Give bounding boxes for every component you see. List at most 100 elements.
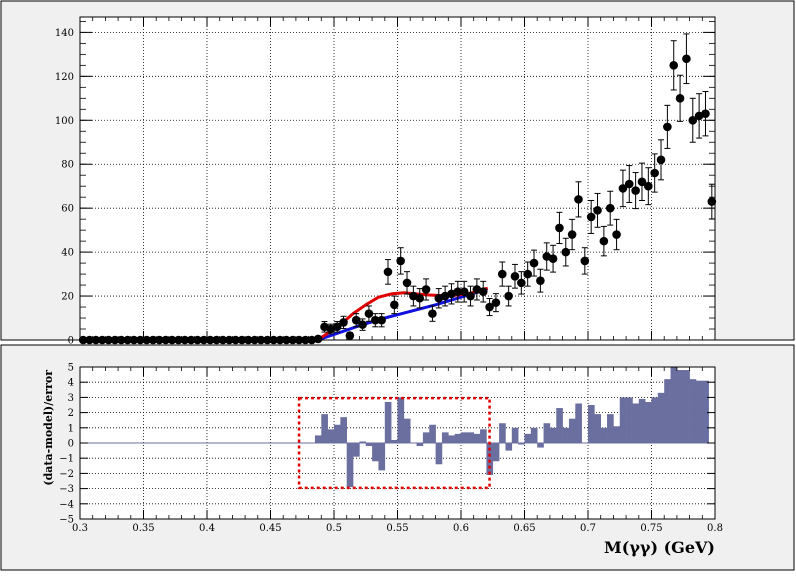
data-point <box>491 298 501 307</box>
residual-bar <box>492 443 500 462</box>
data-point <box>593 206 602 215</box>
data-point <box>675 93 685 103</box>
residual-bar <box>575 403 582 443</box>
bottom-x-tick-label: 0.55 <box>386 523 408 534</box>
data-point <box>383 267 393 277</box>
data-point <box>644 181 653 191</box>
residual-bar <box>549 427 557 443</box>
bottom-y-tick-label: 2 <box>68 408 74 419</box>
data-point <box>339 318 348 327</box>
bottom-y-tick-label: −4 <box>59 499 74 510</box>
bottom-y-axis: −5 −4 −3 −2 −1 0 1 2 3 4 5 <box>59 363 715 526</box>
residual-bar <box>505 443 513 451</box>
data-point <box>428 309 437 318</box>
residual-bar <box>518 443 525 445</box>
data-point <box>637 177 647 187</box>
residual-bar <box>340 417 347 443</box>
data-point <box>402 278 412 288</box>
bottom-x-tick-label: 0.4 <box>199 523 215 534</box>
data-point <box>574 195 583 204</box>
bottom-y-tick-label: 3 <box>68 393 74 404</box>
residual-bar <box>372 443 379 462</box>
data-point <box>485 302 494 312</box>
bottom-y-tick-label: 0 <box>68 439 74 450</box>
residual-bar <box>353 443 360 457</box>
data-point <box>313 334 323 344</box>
y-axis-title: (data-model)/error <box>42 370 55 486</box>
residual-bar <box>359 441 367 443</box>
residual-bar <box>391 439 398 443</box>
data-point <box>523 269 532 279</box>
residual-bar <box>499 423 506 443</box>
residual-bar <box>664 379 671 443</box>
top-plot-background <box>80 17 715 340</box>
residual-bar <box>632 403 640 443</box>
top-plot-frame <box>79 16 716 341</box>
data-point <box>459 287 469 296</box>
residual-bar <box>403 418 411 443</box>
top-y-tick-label: 100 <box>55 116 74 127</box>
data-point <box>345 331 355 340</box>
residual-bar <box>613 426 621 443</box>
residual-bar <box>448 435 455 443</box>
data-point <box>688 115 698 125</box>
bottom-x-tick-label: 0.65 <box>513 523 535 534</box>
data-point <box>453 287 463 296</box>
residual-bar <box>441 432 449 443</box>
data-point <box>364 309 374 318</box>
bottom-x-tick-label: 0.45 <box>259 523 281 534</box>
bottom-x-tick-label: 0.75 <box>640 523 662 534</box>
residual-bar <box>562 427 570 443</box>
residual-bar <box>588 405 595 443</box>
data-point <box>421 285 431 294</box>
residual-bar <box>473 433 481 443</box>
bottom-y-tick-label: 1 <box>68 423 74 434</box>
residual-bar <box>568 418 576 443</box>
residual-bar <box>651 397 659 443</box>
highlight-box <box>297 396 491 490</box>
bottom-x-tick-label: 0.6 <box>453 523 469 534</box>
bottom-y-tick-label: −1 <box>59 454 74 465</box>
data-point <box>497 269 507 279</box>
top-y-tick-label: 140 <box>55 28 74 39</box>
data-point <box>624 179 634 189</box>
data-point <box>669 61 679 70</box>
residual-bar <box>626 397 633 443</box>
top-plot-area: 0 20 40 60 80 100 120 140 <box>55 16 717 347</box>
residual-bar <box>416 443 424 447</box>
top-y-tick-label: 60 <box>61 204 74 215</box>
data-point <box>510 271 520 281</box>
data-point <box>612 230 621 239</box>
data-point <box>656 155 666 165</box>
bottom-x-axis: 0.3 0.35 0.4 0.45 0.5 0.55 0.6 0.65 0.7 0.75 0.8 <box>72 367 723 534</box>
top-y-tick-label: 120 <box>55 72 74 83</box>
residual-bar <box>524 433 532 443</box>
residual-bar <box>594 414 601 443</box>
bottom-x-tick-label: 0.3 <box>72 523 88 534</box>
data-point <box>707 197 717 206</box>
data-point <box>701 109 710 118</box>
residual-bar <box>486 443 494 475</box>
residual-bar <box>645 401 652 443</box>
residual-bar <box>454 433 462 443</box>
data-point <box>370 315 380 325</box>
data-point <box>466 291 475 301</box>
data-point <box>618 184 628 193</box>
residual-bar <box>607 414 614 443</box>
residual-bar <box>378 443 386 471</box>
data-point <box>415 293 425 303</box>
data-point <box>548 254 558 264</box>
data-point <box>605 203 615 213</box>
data-point <box>567 230 577 239</box>
residual-bar <box>619 397 627 443</box>
residual-bar <box>321 414 328 443</box>
residual-bar <box>530 427 538 443</box>
top-y-tick-label: 40 <box>61 248 74 259</box>
residual-bar <box>429 424 436 443</box>
fit-background-curve <box>316 288 488 342</box>
residual-bar <box>556 408 563 443</box>
residual-bar <box>327 429 335 443</box>
